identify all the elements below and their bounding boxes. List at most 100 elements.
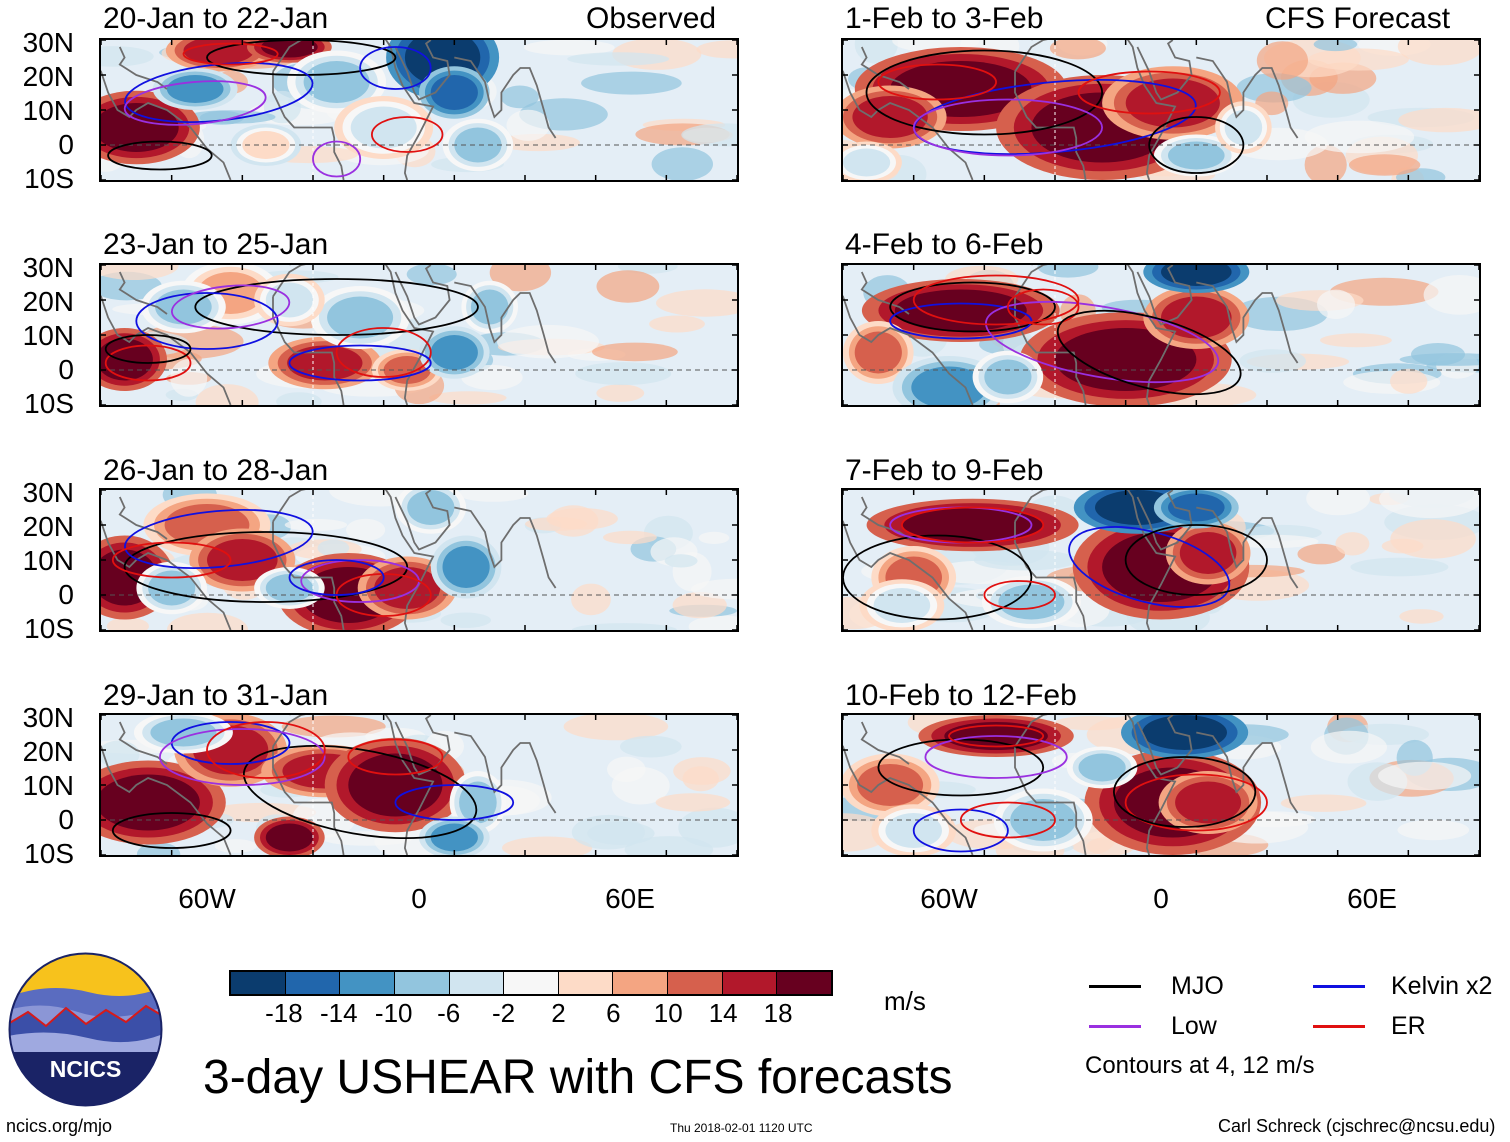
shear-anomaly-blob	[261, 40, 318, 58]
shear-anomaly-blob	[470, 289, 509, 325]
coastline	[454, 731, 557, 814]
wave-contour	[1068, 526, 1231, 608]
colorbar-bin	[668, 972, 723, 994]
shear-anomaly-blob	[166, 75, 224, 103]
coastline	[394, 490, 451, 551]
shear-texture-blob	[1313, 40, 1358, 52]
kelvin-legend-label: Kelvin x2	[1391, 972, 1493, 1000]
lat-label: 30N	[22, 252, 74, 283]
shear-texture-blob	[1378, 761, 1472, 791]
shear-texture-blob	[1390, 519, 1476, 559]
lon-label: 0	[1153, 883, 1169, 914]
coastline	[118, 271, 168, 315]
colorbar-tick-label: 14	[708, 998, 738, 1028]
shear-texture-blob	[101, 46, 154, 67]
coastline	[1136, 40, 1193, 101]
shear-anomaly-blob	[442, 546, 490, 588]
shear-texture-blob	[696, 40, 737, 59]
shear-texture-blob	[170, 359, 208, 397]
shear-texture-blob	[497, 324, 599, 359]
shear-texture-blob	[281, 715, 386, 738]
lat-label: 30N	[22, 702, 74, 733]
colorbar-bin	[285, 972, 341, 994]
shear-texture-blob	[655, 793, 731, 812]
wave-contour	[124, 509, 314, 569]
shear-texture-blob	[649, 315, 705, 333]
contour-note: Contours at 4, 12 m/s	[1085, 1052, 1315, 1079]
shear-texture-blob	[678, 807, 737, 848]
coastline	[454, 281, 557, 364]
shear-anomaly-blob	[101, 774, 200, 831]
panel-title: 1-Feb to 3-Feb	[845, 2, 1044, 35]
lat-label: 10N	[22, 320, 74, 351]
shear-texture-blob	[620, 735, 682, 758]
shear-texture-blob	[1320, 333, 1392, 348]
colorbar-tick-label: -6	[437, 998, 461, 1028]
shear-texture-blob	[1256, 41, 1308, 80]
coastline	[101, 520, 232, 630]
colorbar-tick-label: -2	[491, 998, 516, 1028]
coastline	[272, 521, 345, 630]
wave-contour	[877, 63, 997, 101]
coastline	[1196, 56, 1299, 139]
coastline	[118, 46, 168, 90]
figure-title: 3-day USHEAR with CFS forecasts	[203, 1051, 953, 1104]
shear-texture-blob	[1049, 40, 1106, 60]
lat-label: 20N	[22, 736, 74, 767]
wave-contour	[288, 344, 432, 382]
lat-label: 10S	[24, 613, 74, 644]
shear-texture-blob	[691, 578, 737, 600]
wave-contour	[111, 541, 232, 579]
units-label: m/s	[884, 986, 926, 1016]
coastline	[272, 715, 435, 855]
shear-texture-blob	[523, 40, 615, 56]
shear-texture-blob	[136, 842, 181, 855]
map-panel-observed-4	[99, 713, 739, 857]
wave-contour	[104, 334, 192, 364]
coastline	[843, 295, 974, 405]
shear-texture-blob	[346, 518, 386, 541]
shear-anomaly-blob	[998, 584, 1065, 620]
shear-anomaly-blob	[327, 296, 394, 339]
map-panel-forecast-4	[841, 713, 1481, 857]
wave-contour	[170, 284, 291, 330]
wave-contour	[123, 80, 267, 126]
colorbar-bin	[613, 972, 669, 994]
panel-title: 23-Jan to 25-Jan	[103, 228, 329, 261]
lat-label: 10S	[24, 163, 74, 194]
wave-contour	[242, 744, 478, 840]
wave-contour	[206, 721, 326, 779]
colorbar-tick-label: 18	[763, 998, 793, 1028]
mjo-legend-label: MJO	[1171, 972, 1224, 1000]
shear-anomaly-blob	[1168, 141, 1225, 170]
lat-label: 20N	[22, 511, 74, 542]
shear-texture-blob	[506, 109, 550, 141]
shear-texture-blob	[101, 265, 179, 280]
shear-texture-blob	[440, 612, 491, 628]
colorbar-tick-label: 2	[551, 998, 566, 1028]
ncics-logo-text: NCICS	[50, 1056, 122, 1082]
shear-anomaly-blob	[1142, 715, 1227, 750]
shear-anomaly-blob	[843, 148, 891, 177]
lat-label: 20N	[22, 286, 74, 317]
shear-anomaly-blob	[407, 490, 455, 525]
shear-texture-blob	[1037, 265, 1099, 278]
shear-anomaly-blob	[857, 764, 924, 806]
shear-texture-blob	[489, 265, 552, 292]
map-panel-observed-2	[99, 263, 739, 407]
lat-label: 30N	[22, 477, 74, 508]
shear-texture-blob	[651, 147, 713, 180]
shear-texture-blob	[587, 821, 655, 845]
shear-texture-blob	[596, 270, 660, 303]
coastline	[843, 520, 974, 630]
coastline	[394, 265, 451, 326]
shear-texture-blob	[185, 110, 276, 124]
panel-title: 7-Feb to 9-Feb	[845, 454, 1044, 487]
shear-map	[843, 715, 1479, 855]
shear-texture-blob	[656, 289, 737, 317]
shear-texture-blob	[101, 740, 140, 769]
wave-contour	[901, 506, 1045, 544]
shear-anomaly-blob	[1175, 781, 1242, 824]
low-legend-label: Low	[1171, 1012, 1217, 1040]
shear-texture-blob	[681, 123, 737, 147]
